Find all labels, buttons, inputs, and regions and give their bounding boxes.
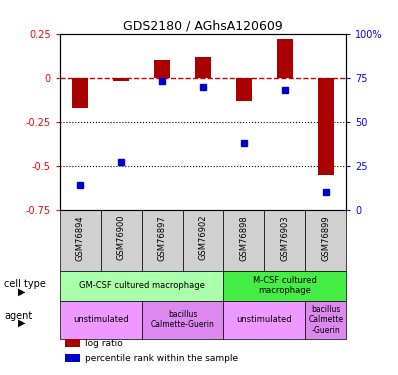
Text: GSM76898: GSM76898 <box>240 215 248 261</box>
Text: GSM76903: GSM76903 <box>280 215 289 261</box>
Bar <box>318 78 334 175</box>
Bar <box>236 78 252 101</box>
FancyBboxPatch shape <box>223 301 305 339</box>
Text: ▶: ▶ <box>18 287 25 297</box>
FancyBboxPatch shape <box>305 301 346 339</box>
FancyBboxPatch shape <box>101 210 142 270</box>
FancyBboxPatch shape <box>142 301 223 339</box>
FancyBboxPatch shape <box>305 210 346 270</box>
Text: log ratio: log ratio <box>86 339 123 348</box>
Text: GSM76894: GSM76894 <box>76 215 85 261</box>
Text: agent: agent <box>4 311 32 321</box>
FancyBboxPatch shape <box>60 301 142 339</box>
Bar <box>277 39 293 78</box>
FancyBboxPatch shape <box>223 210 264 270</box>
Title: GDS2180 / AGhsA120609: GDS2180 / AGhsA120609 <box>123 20 283 33</box>
Bar <box>65 354 80 363</box>
Text: cell type: cell type <box>4 279 46 289</box>
Text: GSM76899: GSM76899 <box>321 215 330 261</box>
Text: ▶: ▶ <box>18 318 25 328</box>
FancyBboxPatch shape <box>223 270 346 301</box>
Bar <box>113 78 129 81</box>
Bar <box>195 57 211 78</box>
Text: unstimulated: unstimulated <box>236 315 292 324</box>
FancyBboxPatch shape <box>60 210 101 270</box>
Text: percentile rank within the sample: percentile rank within the sample <box>86 354 239 363</box>
Text: unstimulated: unstimulated <box>73 315 129 324</box>
FancyBboxPatch shape <box>183 210 223 270</box>
Text: GSM76902: GSM76902 <box>199 215 207 260</box>
FancyBboxPatch shape <box>142 210 183 270</box>
Text: GSM76897: GSM76897 <box>158 215 166 261</box>
Bar <box>154 60 170 78</box>
Text: M-CSF cultured
macrophage: M-CSF cultured macrophage <box>253 276 317 296</box>
Text: GM-CSF cultured macrophage: GM-CSF cultured macrophage <box>79 281 205 290</box>
Bar <box>72 78 88 108</box>
Bar <box>65 339 80 347</box>
FancyBboxPatch shape <box>60 270 223 301</box>
Text: bacillus
Calmette
-Guerin: bacillus Calmette -Guerin <box>308 305 343 334</box>
Text: GSM76900: GSM76900 <box>117 215 126 260</box>
Text: bacillus
Calmette-Guerin: bacillus Calmette-Guerin <box>150 310 215 329</box>
FancyBboxPatch shape <box>264 210 305 270</box>
